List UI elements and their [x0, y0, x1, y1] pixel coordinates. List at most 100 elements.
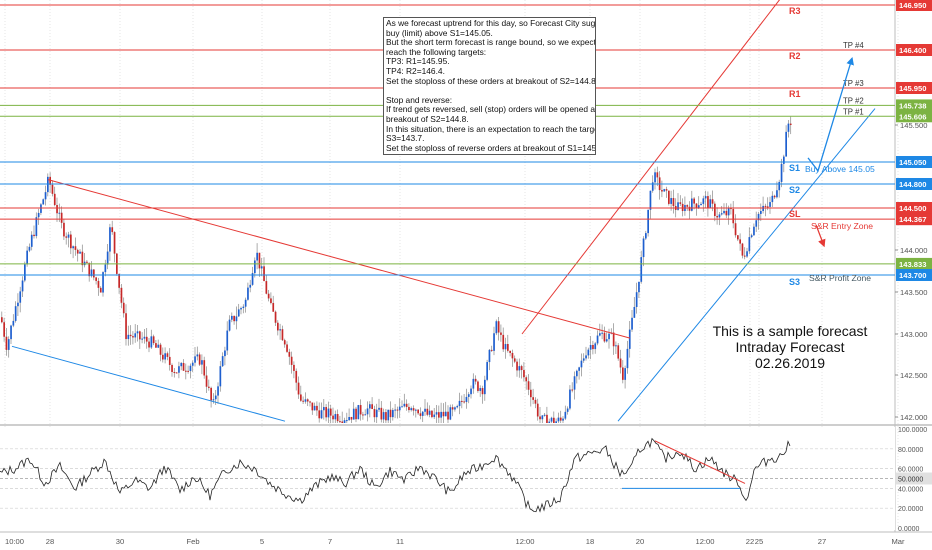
bear-candle [122, 302, 125, 314]
bull-candle [543, 414, 546, 416]
forecast-arrows [807, 56, 854, 248]
bull-candle [150, 336, 153, 348]
bear-candle [81, 251, 84, 266]
price-tag [896, 0, 932, 11]
bull-candle [709, 199, 712, 208]
bull-candle [651, 182, 654, 191]
bear-candle [49, 176, 51, 185]
bull-candle [254, 260, 256, 274]
bear-candle [311, 402, 314, 411]
bull-candle [7, 339, 10, 350]
bear-candle [293, 364, 295, 371]
oscillator-tick-label: 0.0000 [898, 526, 920, 533]
bull-candle [700, 203, 702, 206]
price-tag-label: 145.738 [899, 101, 926, 110]
bear-candle [773, 195, 776, 198]
bear-candle [51, 184, 54, 194]
bull-candle [465, 396, 468, 402]
time-tick-label: 22 [746, 537, 754, 546]
bull-candle [691, 198, 693, 211]
price-tag-label: 146.400 [899, 46, 926, 55]
bear-candle [502, 334, 505, 350]
bear-candle [270, 298, 272, 303]
bear-candle [182, 362, 185, 371]
bull-candle [727, 207, 730, 216]
price-tag-label: 143.833 [899, 260, 926, 269]
bear-candle [463, 401, 465, 403]
trend-line [617, 108, 876, 422]
bull-candle [580, 360, 583, 368]
bear-candle [681, 203, 684, 212]
level-label: R3 [789, 6, 801, 16]
bear-candle [743, 255, 746, 257]
bull-candle [433, 414, 436, 418]
bear-candle [734, 223, 737, 236]
bear-candle [288, 351, 291, 357]
bull-candle [596, 335, 599, 344]
price-tag [896, 213, 932, 226]
bear-candle [63, 222, 65, 237]
time-tick-label: Feb [186, 537, 199, 546]
bear-candle [272, 302, 275, 312]
bear-candle [145, 336, 148, 342]
oscillator-axis: 100.0000 80.0000 60.0000 50.0000 40.0000 20.0… [896, 427, 932, 533]
annotation-line: As we forecast uptrend for this day, so … [386, 18, 596, 28]
bear-candle [171, 364, 173, 372]
bull-candle [608, 333, 610, 340]
bull-candle [594, 343, 597, 350]
bear-candle [536, 403, 539, 417]
bear-candle [185, 370, 187, 372]
bull-candle [194, 356, 196, 363]
bear-candle [523, 370, 525, 378]
bear-candle [732, 209, 735, 224]
bear-candle [461, 400, 463, 402]
bull-candle [440, 411, 442, 418]
time-tick-label: 12:00 [515, 537, 534, 546]
bull-candle [24, 264, 26, 281]
bull-candle [753, 226, 755, 236]
bull-candle [401, 406, 403, 408]
bear-candle [86, 261, 88, 263]
time-tick-label: 20 [636, 537, 644, 546]
bull-candle [424, 408, 426, 412]
bull-candle [19, 291, 22, 303]
bear-candle [766, 206, 769, 208]
annotation-line: TP3: R1=145.95. [386, 56, 450, 67]
bear-candle [511, 352, 514, 359]
level-label: S1 [789, 163, 800, 173]
bull-candle [635, 292, 638, 307]
oscillator-tick-label: 60.0000 [898, 467, 923, 474]
bear-candle [451, 407, 454, 410]
sample-date: 02.26.2019 [754, 355, 826, 371]
bull-candle [624, 368, 626, 380]
price-tag-label: 145.606 [899, 112, 926, 121]
bear-candle [175, 372, 178, 374]
bear-candle [281, 329, 284, 341]
bull-candle [486, 362, 488, 380]
bull-candle [760, 210, 762, 214]
bull-candle [493, 333, 495, 351]
bull-candle [746, 251, 748, 257]
bull-candle [605, 339, 608, 342]
bear-candle [3, 322, 5, 337]
tp-label: TP #2 [843, 96, 864, 105]
bull-candle [26, 250, 28, 265]
bear-candle [474, 378, 477, 382]
bear-candle [70, 234, 72, 249]
bull-candle [231, 315, 233, 320]
bear-candle [571, 389, 574, 391]
bull-candle [247, 287, 249, 300]
bear-candle [332, 415, 334, 420]
bear-candle [210, 387, 212, 401]
bull-candle [191, 362, 194, 366]
bull-candle [654, 172, 656, 183]
bear-candle [417, 409, 419, 414]
annotation-line: breakout of S2=144.8. [386, 113, 469, 124]
bull-candle [785, 131, 787, 157]
bear-candle [426, 408, 429, 415]
bull-candle [421, 411, 424, 416]
bear-candle [665, 189, 668, 191]
bear-candle [258, 252, 261, 269]
bear-candle [661, 190, 663, 192]
bear-candle [741, 243, 744, 256]
